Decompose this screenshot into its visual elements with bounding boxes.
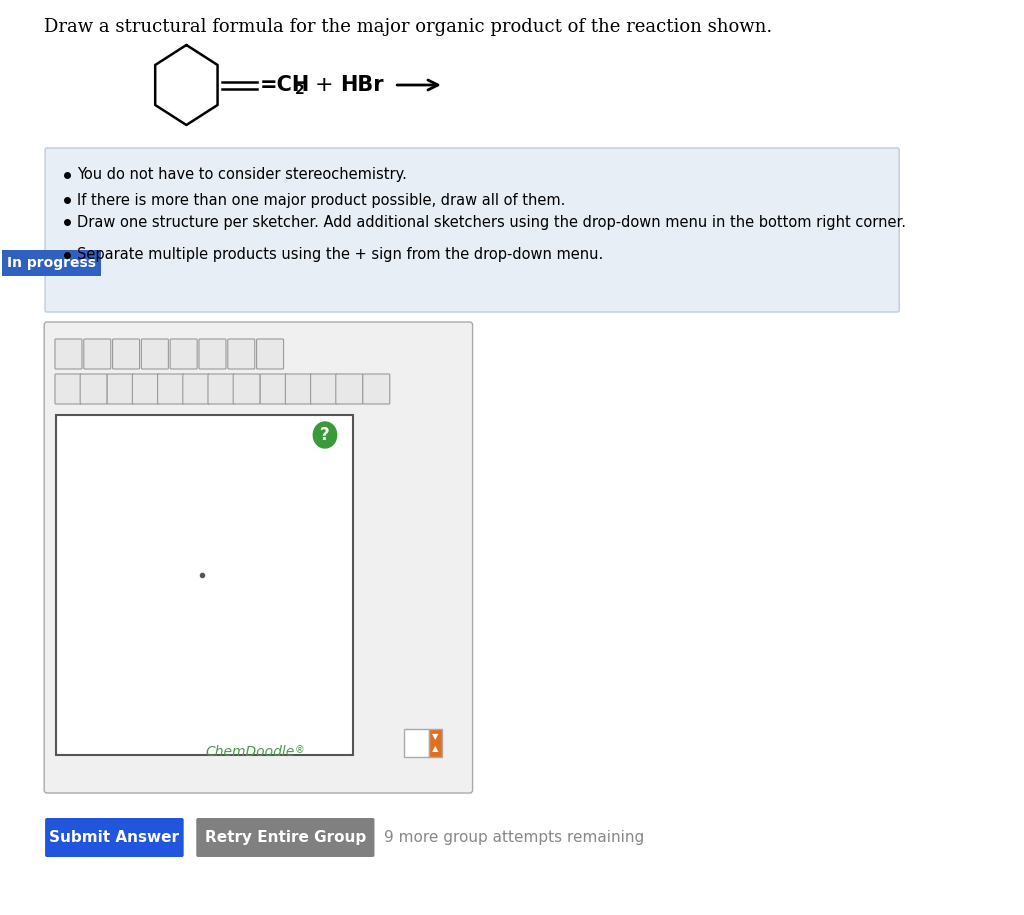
Text: ▼: ▼ xyxy=(432,733,439,741)
FancyBboxPatch shape xyxy=(182,374,210,404)
Text: ®: ® xyxy=(294,745,304,755)
FancyBboxPatch shape xyxy=(158,374,184,404)
FancyBboxPatch shape xyxy=(80,374,108,404)
FancyBboxPatch shape xyxy=(362,374,390,404)
Text: 2: 2 xyxy=(295,83,305,97)
Bar xyxy=(404,729,429,757)
FancyBboxPatch shape xyxy=(132,374,160,404)
Text: Draw a structural formula for the major organic product of the reaction shown.: Draw a structural formula for the major … xyxy=(44,18,772,36)
Circle shape xyxy=(313,422,337,448)
FancyBboxPatch shape xyxy=(170,339,198,369)
FancyBboxPatch shape xyxy=(108,374,134,404)
Text: HBr: HBr xyxy=(340,75,384,95)
FancyBboxPatch shape xyxy=(45,818,183,857)
FancyBboxPatch shape xyxy=(141,339,168,369)
FancyBboxPatch shape xyxy=(233,374,260,404)
Text: +: + xyxy=(315,75,334,95)
FancyBboxPatch shape xyxy=(257,339,284,369)
FancyBboxPatch shape xyxy=(310,374,338,404)
Text: Submit Answer: Submit Answer xyxy=(49,830,179,845)
FancyBboxPatch shape xyxy=(227,339,255,369)
FancyBboxPatch shape xyxy=(113,339,139,369)
Text: 9 more group attempts remaining: 9 more group attempts remaining xyxy=(384,830,645,845)
FancyBboxPatch shape xyxy=(208,374,234,404)
FancyBboxPatch shape xyxy=(45,148,899,312)
Text: Retry Entire Group: Retry Entire Group xyxy=(205,830,366,845)
Text: Draw one structure per sketcher. Add additional sketchers using the drop-down me: Draw one structure per sketcher. Add add… xyxy=(78,214,906,230)
FancyBboxPatch shape xyxy=(197,818,375,857)
FancyBboxPatch shape xyxy=(44,322,473,793)
Bar xyxy=(2,250,101,276)
FancyBboxPatch shape xyxy=(55,374,82,404)
Text: ?: ? xyxy=(321,426,330,444)
Text: ▲: ▲ xyxy=(432,745,439,753)
Text: =CH: =CH xyxy=(259,75,309,95)
Text: In progress: In progress xyxy=(7,256,96,270)
FancyBboxPatch shape xyxy=(199,339,226,369)
FancyBboxPatch shape xyxy=(336,374,362,404)
Bar xyxy=(56,415,353,755)
FancyBboxPatch shape xyxy=(84,339,111,369)
Text: If there is more than one major product possible, draw all of them.: If there is more than one major product … xyxy=(78,192,566,208)
Text: ChemDoodle: ChemDoodle xyxy=(205,745,294,759)
Text: Separate multiple products using the + sign from the drop-down menu.: Separate multiple products using the + s… xyxy=(78,247,604,263)
Text: You do not have to consider stereochemistry.: You do not have to consider stereochemis… xyxy=(78,167,408,182)
FancyBboxPatch shape xyxy=(286,374,312,404)
FancyBboxPatch shape xyxy=(260,374,287,404)
FancyBboxPatch shape xyxy=(55,339,82,369)
Bar xyxy=(429,729,442,757)
